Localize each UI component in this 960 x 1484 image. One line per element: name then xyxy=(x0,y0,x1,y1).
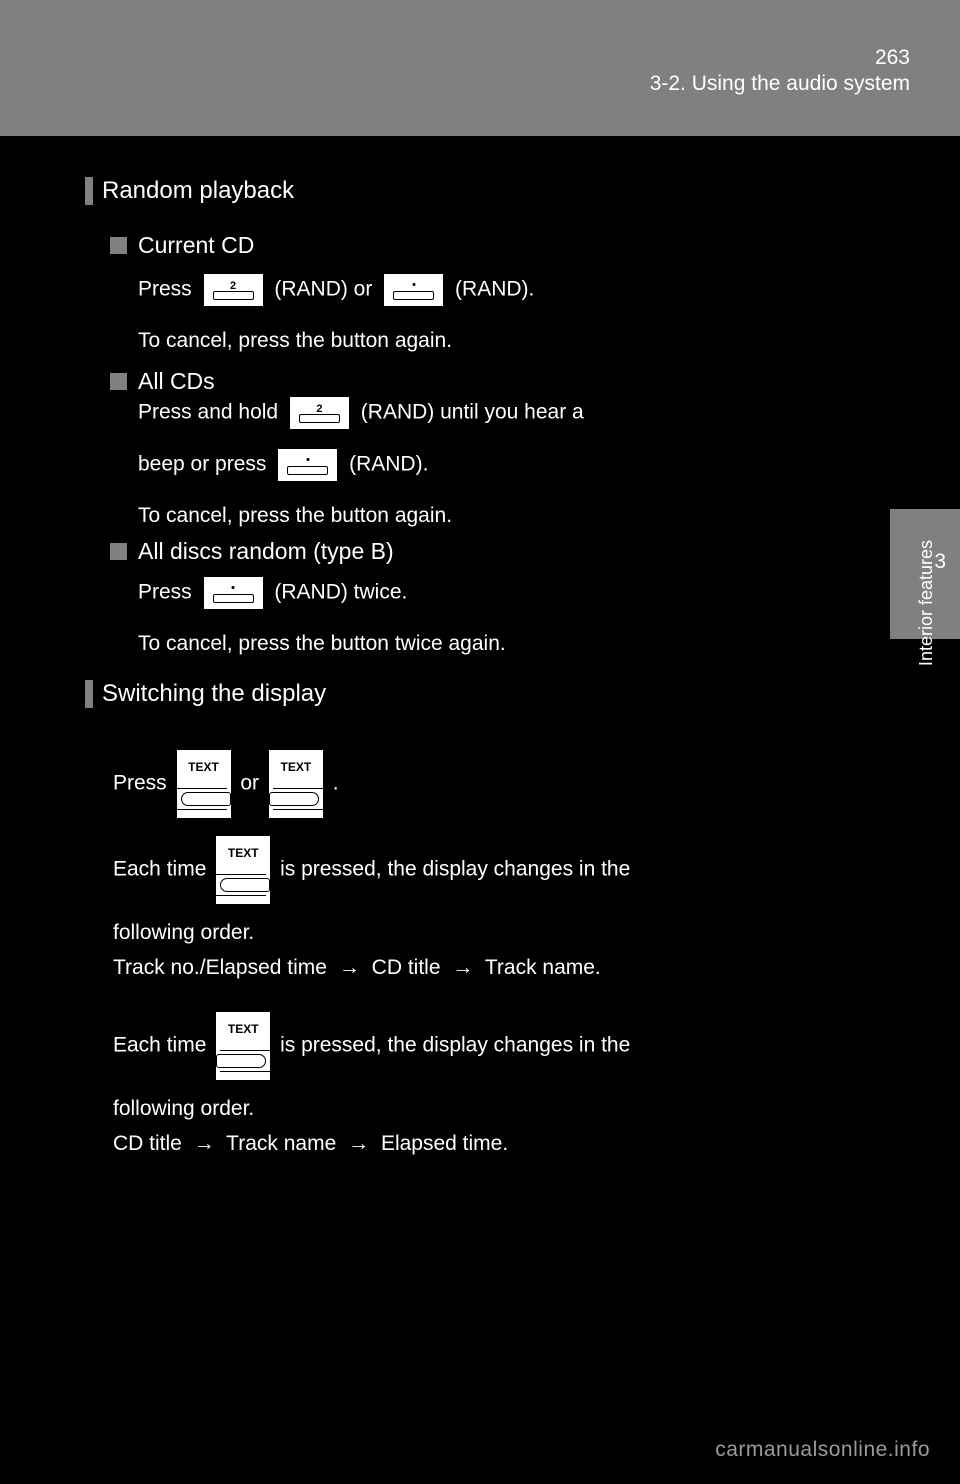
body-text: Press TEXT or TEXT . xyxy=(113,750,853,818)
body-text: Each time TEXT is pressed, the display c… xyxy=(113,836,853,904)
text-button-left-icon: TEXT xyxy=(177,750,231,818)
arrow-icon: → xyxy=(333,956,366,979)
body-text: Each time TEXT is pressed, the display c… xyxy=(113,1012,853,1080)
text: Elapsed time. xyxy=(381,1132,508,1155)
text: (RAND). xyxy=(349,453,428,476)
text: Press xyxy=(138,278,198,301)
text: (RAND) until you hear a xyxy=(361,401,584,424)
subheading-all-discs: All discs random (type B) xyxy=(138,538,394,565)
body-text: Press (RAND) twice. xyxy=(138,575,858,611)
text: (RAND) or xyxy=(274,278,378,301)
subheading-current-cd: Current CD xyxy=(138,232,254,259)
text: Each time xyxy=(113,858,212,881)
bullet xyxy=(110,373,127,390)
body-text: following order. xyxy=(113,917,254,949)
section-title-random: Random playback xyxy=(102,177,294,205)
button-dot-rand-icon xyxy=(202,575,265,611)
subheading-all-cds: All CDs xyxy=(138,368,215,395)
section-title-switching: Switching the display xyxy=(102,680,326,708)
text: Press xyxy=(138,581,198,604)
section-bar xyxy=(85,680,93,708)
section-bar xyxy=(85,177,93,205)
breadcrumb: 3-2. Using the audio system xyxy=(650,72,910,96)
text: CD title xyxy=(113,1132,182,1155)
text: Press xyxy=(113,772,173,795)
text-button-right-icon: TEXT xyxy=(269,750,323,818)
text: or xyxy=(240,772,265,795)
body-text: To cancel, press the button again. xyxy=(138,325,452,357)
body-text: beep or press (RAND). xyxy=(138,447,858,483)
text: is pressed, the display changes in the xyxy=(280,1034,630,1057)
text: Press and hold xyxy=(138,401,284,424)
text: Track name. xyxy=(485,956,601,979)
text-button-right-icon: TEXT xyxy=(216,1012,270,1080)
text: Each time xyxy=(113,1034,212,1057)
body-text: Press 2 (RAND) or (RAND). xyxy=(138,272,858,308)
text-button-left-icon: TEXT xyxy=(216,836,270,904)
body-text: Track no./Elapsed time → CD title → Trac… xyxy=(113,952,853,984)
text: Track name xyxy=(226,1132,336,1155)
page-root: 263 3-2. Using the audio system 3 Interi… xyxy=(0,0,960,1484)
arrow-icon: → xyxy=(188,1132,221,1155)
header-bar xyxy=(0,0,960,136)
watermark: carmanualsonline.info xyxy=(715,1438,930,1462)
text: CD title xyxy=(372,956,441,979)
arrow-icon: → xyxy=(446,956,479,979)
body-text: To cancel, press the button twice again. xyxy=(138,628,506,660)
page-number: 263 xyxy=(875,46,910,70)
text: beep or press xyxy=(138,453,272,476)
body-text: CD title → Track name → Elapsed time. xyxy=(113,1128,853,1160)
side-tab-label: Interior features xyxy=(916,540,937,666)
body-text: following order. xyxy=(113,1093,254,1125)
bullet xyxy=(110,543,127,560)
text: (RAND) twice. xyxy=(274,581,407,604)
text: is pressed, the display changes in the xyxy=(280,858,630,881)
text: (RAND). xyxy=(455,278,534,301)
text: Track no./Elapsed time xyxy=(113,956,327,979)
body-text: Press and hold 2 (RAND) until you hear a xyxy=(138,395,858,431)
text: . xyxy=(333,772,339,795)
button-2-rand-icon: 2 xyxy=(202,272,265,308)
button-dot-rand-icon xyxy=(276,447,339,483)
body-text: To cancel, press the button again. xyxy=(138,500,452,532)
arrow-icon: → xyxy=(342,1132,375,1155)
button-2-rand-icon: 2 xyxy=(288,395,351,431)
bullet xyxy=(110,237,127,254)
button-dot-rand-icon xyxy=(382,272,445,308)
